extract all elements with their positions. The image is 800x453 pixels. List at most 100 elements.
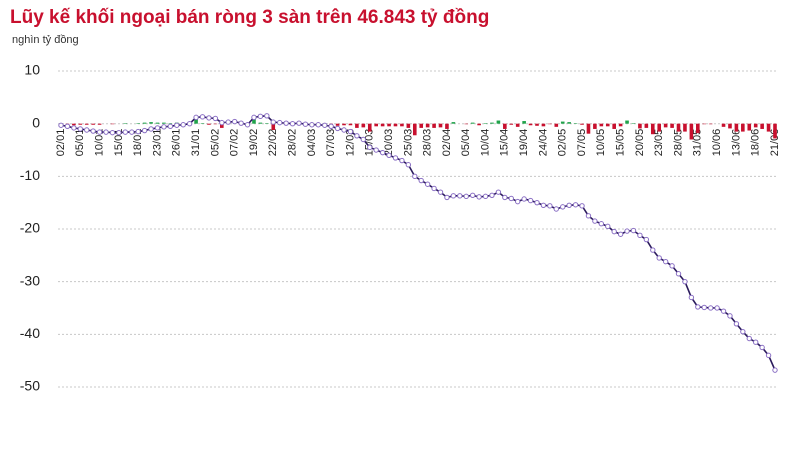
bar <box>91 123 95 125</box>
line-marker <box>740 328 746 335</box>
line-marker <box>277 119 283 126</box>
line-marker <box>174 122 180 128</box>
line-marker <box>141 127 148 134</box>
bar <box>657 123 662 132</box>
line-marker <box>334 125 341 132</box>
bar <box>110 123 115 125</box>
x-tick-label: 02/01 <box>55 129 67 157</box>
line-marker <box>560 204 566 210</box>
line-marker <box>502 194 508 201</box>
bar <box>741 123 745 132</box>
bar <box>78 123 83 125</box>
line-marker <box>180 122 186 128</box>
line-marker <box>315 122 321 128</box>
line-marker <box>605 223 611 230</box>
bar <box>683 123 687 132</box>
bar <box>580 123 584 125</box>
bar <box>451 122 456 124</box>
line-marker <box>444 194 450 201</box>
line-marker <box>695 304 701 310</box>
line-marker <box>84 127 90 133</box>
x-tick-label: 19/02 <box>248 129 260 157</box>
line-marker <box>199 114 206 120</box>
bar <box>142 122 147 124</box>
bar <box>560 121 565 124</box>
line-marker <box>328 123 334 130</box>
bar <box>400 123 404 127</box>
line-marker <box>669 263 675 269</box>
line-marker <box>341 127 347 133</box>
x-tick-label: 10/06 <box>711 129 723 157</box>
bar <box>342 123 346 126</box>
x-tick-label: 15/01 <box>113 129 125 157</box>
bar <box>766 123 771 132</box>
line-marker <box>553 206 559 212</box>
x-tick-label: 26/01 <box>171 129 183 157</box>
y-tick-label: -30 <box>20 272 40 288</box>
line-marker <box>424 181 431 187</box>
bar <box>367 123 372 132</box>
bar <box>522 121 526 124</box>
bar <box>348 123 353 126</box>
bar <box>747 123 752 131</box>
bar <box>123 123 128 124</box>
line-marker <box>450 193 457 199</box>
x-tick-label: 07/02 <box>229 129 241 157</box>
line-marker <box>302 121 309 127</box>
x-tick-label: 05/02 <box>209 129 221 157</box>
line-marker <box>354 133 360 139</box>
line-marker <box>219 119 225 126</box>
bar <box>567 122 571 124</box>
bar <box>361 123 366 128</box>
bar <box>483 123 488 124</box>
line-marker <box>707 305 714 311</box>
y-tick-label: -40 <box>20 325 40 341</box>
line-marker <box>206 115 212 121</box>
x-tick-label: 02/04 <box>441 129 453 157</box>
line-marker <box>733 321 740 327</box>
bar <box>734 123 739 132</box>
bar <box>702 123 707 125</box>
bar <box>593 123 597 129</box>
line-marker <box>186 120 193 127</box>
bar <box>548 123 552 125</box>
line-marker <box>624 228 630 234</box>
line-marker <box>585 213 592 219</box>
line <box>60 114 776 371</box>
bar <box>412 123 417 136</box>
line-marker <box>212 115 219 122</box>
bar <box>155 122 160 124</box>
bar <box>271 123 276 131</box>
line-marker <box>148 126 154 132</box>
x-tick-label: 19/04 <box>518 129 530 157</box>
line-marker <box>58 122 64 128</box>
bar <box>406 123 411 128</box>
line-marker <box>714 305 720 311</box>
bar <box>445 123 449 129</box>
line-marker <box>662 258 669 265</box>
line-marker <box>765 352 772 359</box>
bar <box>393 123 398 127</box>
x-tick-label: 20/03 <box>383 129 395 157</box>
bar <box>220 123 224 128</box>
line-marker <box>643 236 650 243</box>
x-tick-label: 28/05 <box>672 129 684 157</box>
bar <box>708 123 713 125</box>
line-marker <box>688 294 695 301</box>
line-marker <box>463 193 469 200</box>
x-tick-label: 22/02 <box>267 129 279 157</box>
bar <box>696 123 700 134</box>
bar <box>464 123 469 125</box>
line-marker <box>122 129 129 135</box>
bar <box>194 117 198 124</box>
bar <box>335 123 340 126</box>
line-marker <box>296 120 302 126</box>
line-marker <box>746 335 752 342</box>
bar <box>618 123 623 127</box>
bar <box>689 123 694 140</box>
line-marker <box>598 221 605 227</box>
line-marker <box>727 313 733 319</box>
bar <box>200 123 205 124</box>
line-marker <box>540 202 547 209</box>
